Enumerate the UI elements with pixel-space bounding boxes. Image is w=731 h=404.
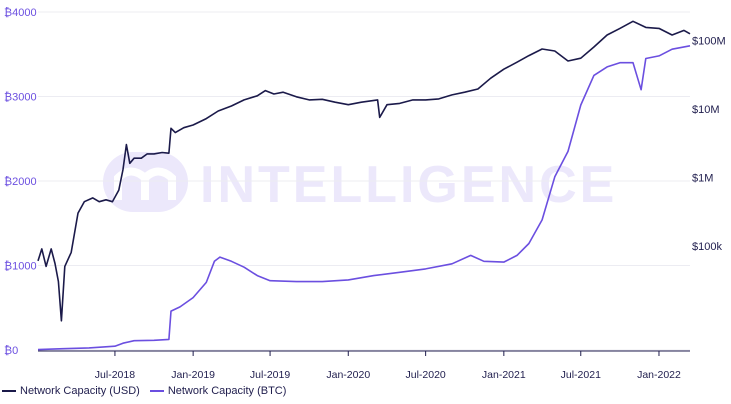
legend-label-btc: Network Capacity (BTC) (167, 385, 287, 397)
y-right-tick-label: $1M (692, 172, 713, 184)
legend: Network Capacity (USD) Network Capacity … (2, 385, 286, 397)
y-left-tick-label: ₿1000 (4, 261, 37, 273)
y-left-tick-label: ₿4000 (4, 7, 37, 19)
legend-item-btc: Network Capacity (BTC) (149, 385, 287, 397)
x-tick-label: Jan-2022 (637, 369, 681, 381)
watermark-text: INTELLIGENCE (200, 156, 617, 214)
series-line-usd (37, 20, 691, 322)
y-right-tick-label: $10M (692, 104, 720, 116)
intelligence-watermark: INTELLIGENCE (103, 152, 617, 214)
x-tick-label: Jul-2018 (95, 369, 135, 381)
y-left-tick-label: ₿0 (4, 345, 18, 357)
legend-label-usd: Network Capacity (USD) (20, 385, 140, 397)
axes: ₿0 ₿1000 ₿2000 ₿3000 ₿4000 $100k $1M $10M $100M J… (4, 7, 726, 381)
x-tick-label: Jul-2021 (561, 369, 601, 381)
gridlines (38, 11, 690, 351)
x-tick-label: Jul-2019 (250, 369, 290, 381)
x-tick-label: Jan-2019 (171, 369, 215, 381)
legend-swatch-usd (2, 390, 16, 392)
series-lines (37, 20, 691, 351)
x-tick-label: Jul-2020 (405, 369, 445, 381)
legend-swatch-btc (149, 390, 164, 392)
legend-item-usd: Network Capacity (USD) (2, 385, 140, 397)
y-right-tick-label: $100k (692, 241, 722, 253)
x-tick-label: Jan-2020 (326, 369, 370, 381)
y-left-tick-label: ₿2000 (4, 176, 37, 188)
x-tick-label: Jan-2021 (482, 369, 526, 381)
y-right-tick-label: $100M (692, 35, 726, 47)
series-line-btc (37, 45, 691, 351)
watermark-logo-icon (114, 167, 176, 200)
y-left-tick-label: ₿3000 (4, 92, 37, 104)
